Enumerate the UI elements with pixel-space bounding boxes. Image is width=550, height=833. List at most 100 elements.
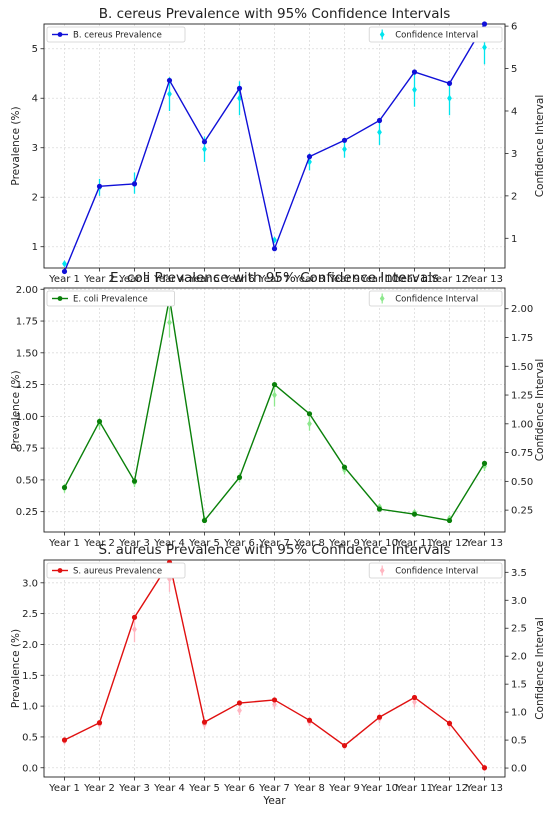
legend-marker-swatch (57, 296, 63, 301)
confidence-interval-series (62, 307, 487, 523)
y-axis-label: Prevalence (%) (10, 629, 22, 708)
x-tick-label: Year 2 (83, 274, 115, 285)
y-tick-label: 0.75 (16, 444, 38, 455)
ci-point (307, 420, 312, 428)
y2-tick-label: 0.5 (511, 736, 527, 747)
legend-box (46, 290, 175, 307)
y2-tick-label: 1.50 (511, 362, 533, 373)
y2-tick-label: 2.5 (511, 624, 527, 635)
y2-axis-label: Confidence Interval (534, 95, 546, 198)
prevalence-point (96, 183, 103, 189)
chart-title: B. cereus Prevalence with 95% Confidence… (99, 6, 451, 22)
legend-box (46, 562, 186, 579)
x-tick-label: Year 5 (188, 783, 220, 794)
x-tick-label: Year 10 (360, 274, 398, 285)
x-tick-label: Year 6 (223, 274, 255, 285)
legend-label: S. aureus Prevalence (73, 567, 162, 577)
y2-tick-label: 1.5 (511, 680, 527, 691)
y-tick-label: 1.50 (16, 348, 38, 359)
prevalence-point (236, 700, 243, 706)
prevalence-point (341, 742, 348, 749)
legend-confidence-interval: Confidence Interval (368, 562, 503, 579)
prevalence-point (306, 411, 313, 417)
prevalence-point (271, 381, 278, 388)
prevalence-point (166, 77, 173, 84)
x-tick-label: Year 1 (48, 274, 80, 285)
prevalence-point (96, 720, 103, 726)
y-tick-label: 0.5 (22, 732, 38, 743)
x-tick-label: Year 7 (258, 274, 290, 285)
prevalence-point (271, 697, 278, 703)
ci-point (167, 90, 172, 98)
prevalence-point (61, 737, 68, 743)
legend-label: Confidence Interval (395, 295, 478, 305)
x-tick-label: Year 13 (465, 783, 503, 794)
x-tick-label: Year 8 (293, 274, 325, 285)
legend-prevalence: S. aureus Prevalence (46, 562, 186, 579)
ci-point (342, 466, 347, 474)
prevalence-point (481, 765, 488, 771)
y-tick-label: 1 (32, 242, 38, 253)
prevalence-point (376, 506, 383, 512)
y-tick-label: 2 (32, 193, 38, 204)
legend-label: E. coli Prevalence (73, 295, 148, 305)
y2-axis-label: Confidence Interval (534, 359, 546, 462)
y2-tick-label: 1 (511, 234, 517, 245)
prevalence-point (411, 511, 418, 517)
legend-prevalence: B. cereus Prevalence (46, 26, 186, 43)
y-tick-label: 1.75 (16, 317, 38, 328)
legend-label: B. cereus Prevalence (73, 31, 162, 41)
prevalence-point (61, 268, 68, 275)
legend-marker-swatch (57, 568, 63, 573)
x-tick-label: Year 11 (395, 783, 433, 794)
chart-panel-3: S. aureus Prevalence with 95% Confidence… (10, 542, 546, 807)
y-axis-label: Prevalence (%) (10, 106, 22, 185)
y-tick-label: 4 (32, 94, 38, 105)
prevalence-point (411, 694, 418, 701)
legend-prevalence: E. coli Prevalence (46, 290, 175, 307)
y2-tick-label: 0.50 (511, 477, 533, 488)
ci-point (167, 318, 172, 327)
x-tick-label: Year 8 (293, 783, 325, 794)
x-tick-label: Year 11 (395, 538, 433, 549)
y-tick-label: 5 (32, 44, 38, 55)
y-axis-label: Prevalence (%) (10, 370, 22, 449)
y-tick-label: 1.25 (16, 380, 38, 391)
x-tick-label: Year 2 (83, 783, 115, 794)
legend-label: Confidence Interval (395, 567, 478, 577)
y2-tick-label: 0.25 (511, 506, 533, 517)
prevalence-point (131, 181, 138, 187)
ci-point (202, 145, 207, 153)
y-tick-label: 1.0 (22, 702, 38, 713)
x-tick-label: Year 4 (153, 538, 185, 549)
prevalence-point (411, 69, 418, 75)
y2-tick-label: 2.00 (511, 304, 533, 315)
prevalence-point (61, 484, 68, 491)
y2-tick-label: 2 (511, 191, 517, 202)
y2-tick-label: 3.5 (511, 568, 527, 579)
ci-point (447, 94, 452, 102)
ci-point (377, 128, 382, 136)
x-tick-label: Year 4 (153, 274, 185, 285)
prevalence-point (201, 719, 208, 725)
prevalence-point (481, 460, 488, 466)
prevalence-point (446, 720, 453, 726)
prevalence-point (201, 517, 208, 524)
y-tick-label: 1.5 (22, 671, 38, 682)
x-tick-label: Year 6 (223, 783, 255, 794)
y2-tick-label: 5 (511, 64, 517, 75)
x-tick-label: Year 11 (395, 274, 433, 285)
prevalence-point (341, 464, 348, 470)
prevalence-point (131, 614, 138, 620)
y-tick-label: 0.50 (16, 475, 38, 486)
x-tick-label: Year 10 (360, 538, 398, 549)
y2-tick-label: 1.00 (511, 419, 533, 430)
y2-tick-label: 0.75 (511, 448, 533, 459)
ci-point (412, 86, 417, 94)
y-tick-label: 0.25 (16, 507, 38, 518)
y2-tick-label: 1.0 (511, 708, 527, 719)
x-tick-label: Year 1 (48, 538, 80, 549)
x-tick-label: Year 6 (223, 538, 255, 549)
x-axis-label: Year (262, 795, 286, 807)
